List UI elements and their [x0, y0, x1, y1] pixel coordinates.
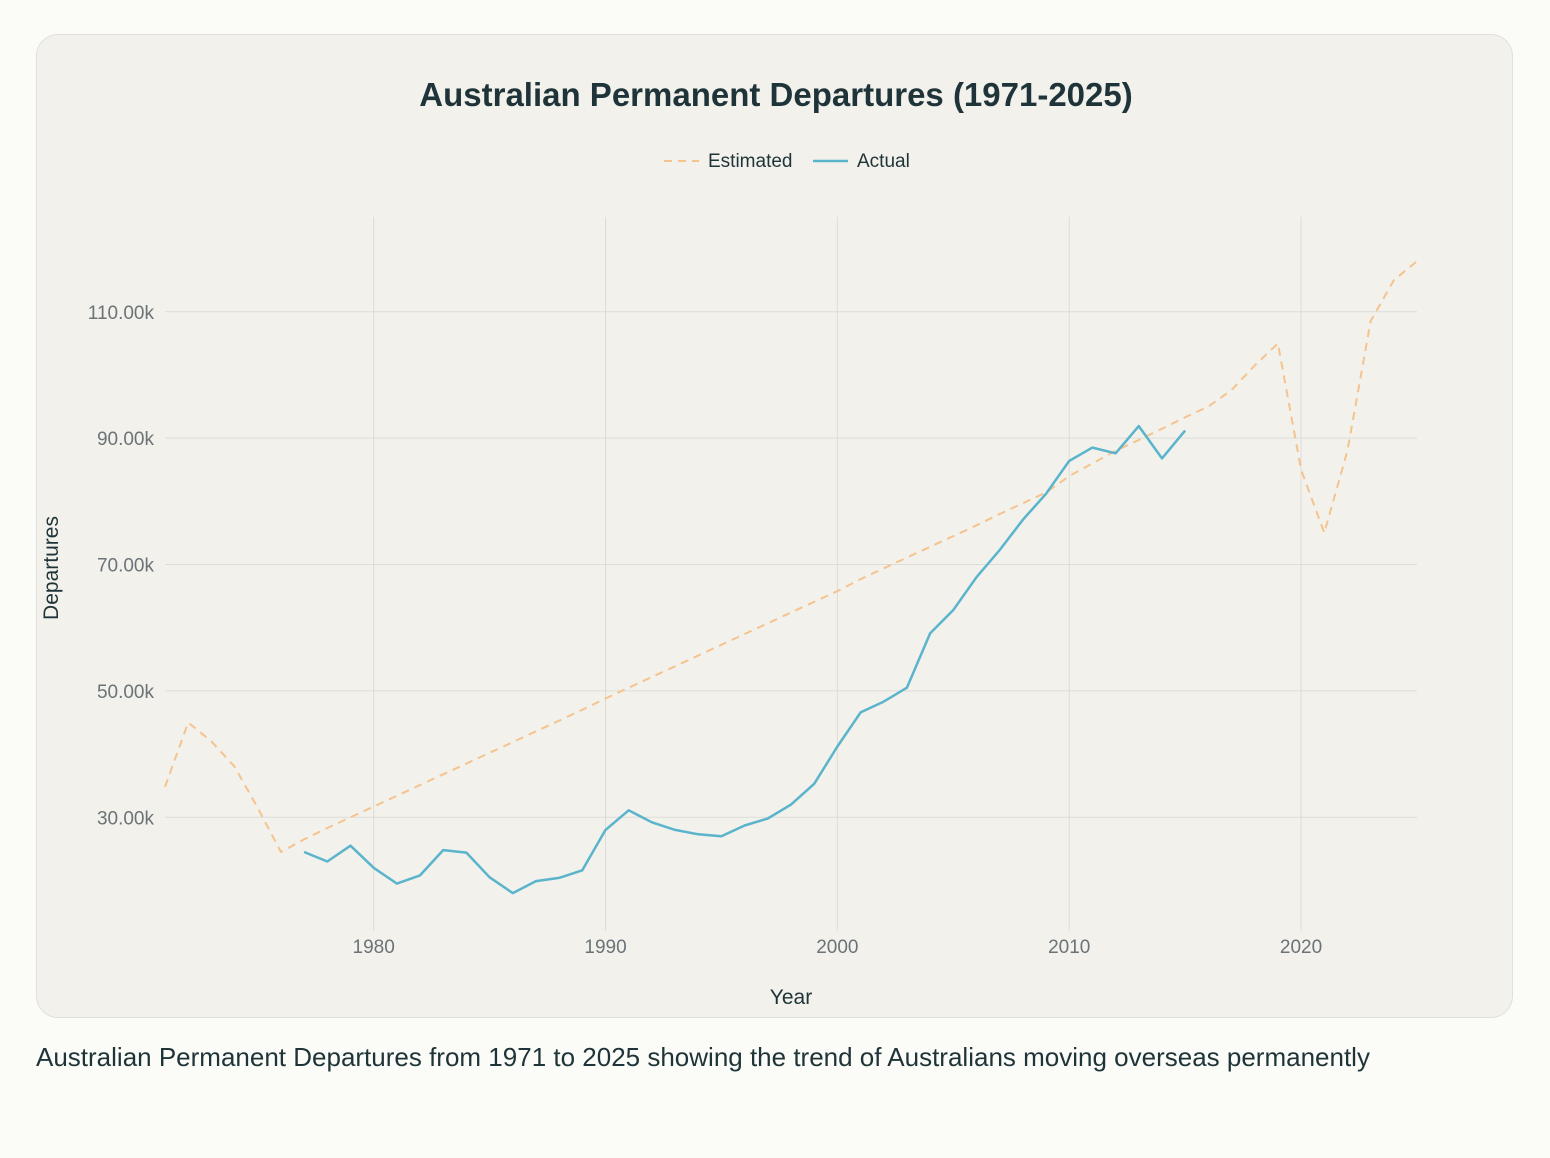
- x-axis-label: Year: [770, 986, 812, 1009]
- legend-estimated-label: Estimated: [708, 151, 792, 172]
- y-axis-label: Departures: [40, 516, 63, 620]
- y-tick-label: 30.00k: [97, 808, 155, 829]
- chart-title: Australian Permanent Departures (1971-20…: [419, 76, 1132, 113]
- axis-ticks: 30.00k 50.00k 70.00k 90.00k 110.00k 1980 1990 2…: [88, 303, 1322, 958]
- x-tick-label: 2010: [1048, 937, 1090, 958]
- x-tick-label: 2020: [1280, 937, 1322, 958]
- grid: [165, 217, 1417, 931]
- x-tick-label: 1990: [584, 937, 626, 958]
- y-tick-label: 70.00k: [97, 556, 155, 577]
- y-tick-label: 90.00k: [97, 429, 155, 450]
- series: [164, 260, 1418, 895]
- legend: Estimated Actual: [664, 151, 910, 172]
- series-line-actual: [303, 424, 1187, 895]
- x-tick-label: 1980: [353, 937, 395, 958]
- legend-actual-label: Actual: [857, 151, 910, 172]
- y-tick-label: 50.00k: [97, 682, 155, 703]
- series-line-estimated: [164, 260, 1418, 853]
- chart-card: Australian Permanent Departures (1971-20…: [36, 34, 1513, 1018]
- x-tick-label: 2000: [816, 937, 858, 958]
- y-tick-label: 110.00k: [88, 303, 155, 324]
- chart-caption: Australian Permanent Departures from 197…: [36, 1042, 1370, 1072]
- chart-svg: Australian Permanent Departures (1971-20…: [40, 76, 1418, 1009]
